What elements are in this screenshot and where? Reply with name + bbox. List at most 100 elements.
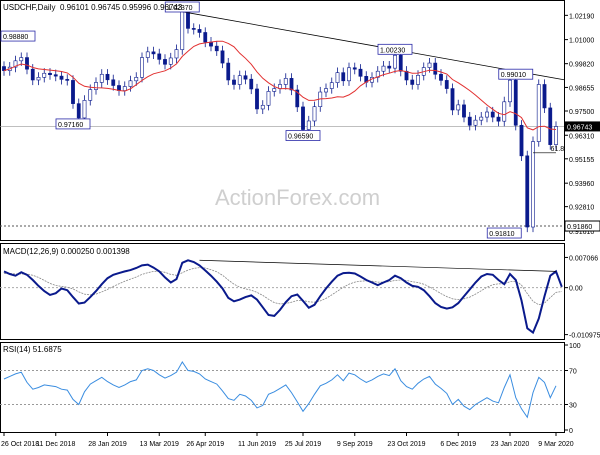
candle-body <box>151 51 156 55</box>
candle-body <box>393 55 397 69</box>
candle-body <box>554 126 558 145</box>
candle-body <box>122 86 127 91</box>
candle-body <box>485 111 489 118</box>
candle-body <box>94 82 98 90</box>
candle-body <box>387 65 392 69</box>
x-tick-label: 25 Jul 2019 <box>285 441 321 448</box>
macd-title: MACD(12,26,9) 0.000250 0.001398 <box>3 247 130 256</box>
candle-body <box>335 72 340 83</box>
candle-body <box>295 89 300 108</box>
candle-body <box>128 80 133 87</box>
candle-body <box>180 11 185 50</box>
candle-body <box>548 107 553 145</box>
candle-body <box>381 65 386 72</box>
last-price-label: 0.96743 <box>567 124 592 131</box>
candle-body <box>237 75 242 85</box>
candle-body <box>502 101 507 122</box>
candle-body <box>2 66 6 71</box>
price-y-tick-label: 0.92810 <box>569 205 594 212</box>
candle-body <box>214 45 219 52</box>
rsi-y-tick-label: 30 <box>569 403 577 410</box>
rsi-line <box>3 361 557 419</box>
price-y-tick-label: 1.02190 <box>569 13 594 20</box>
price-annotation-label: 0.96590 <box>288 134 313 141</box>
candle-body <box>13 60 18 68</box>
price-y-tick-label: 0.99820 <box>569 62 594 69</box>
candle-body <box>76 103 81 119</box>
macd-layer <box>0 259 564 335</box>
candle-body <box>255 88 259 110</box>
price-annotation-box <box>55 118 91 130</box>
candle-body <box>398 55 403 72</box>
macd-signal-line <box>4 267 562 306</box>
rsi-y-tick-label: 0 <box>569 428 573 435</box>
candle-body <box>191 28 196 30</box>
axis-layer: 1.02190 1.01000 0.99820 0.98655 0.97500 0.963… <box>1 13 600 448</box>
candle-body <box>25 57 29 70</box>
price-annotation-label: 1.00230 <box>380 47 405 54</box>
candle-body <box>140 57 144 78</box>
moving-average-line <box>3 40 557 131</box>
candle-body <box>542 84 547 109</box>
candle-body <box>82 100 87 119</box>
price-trendline <box>182 11 565 81</box>
candle-body <box>347 67 351 82</box>
rsi-y-tick-label: 100 <box>569 343 581 350</box>
price-annotation-box <box>164 1 200 13</box>
price-annotation-label: 0.99010 <box>501 72 526 79</box>
rsi-pane-frame <box>0 342 565 433</box>
macd-y-tick-label: 0.007066 <box>569 255 598 262</box>
candle-body <box>260 104 265 110</box>
candle-body <box>134 77 139 82</box>
candle-body <box>456 104 461 111</box>
candle-body <box>174 49 179 59</box>
support-level-label: 0.91860 <box>567 224 592 231</box>
price-annotation-label: 0.91810 <box>489 231 514 238</box>
x-tick-label: 13 Mar 2019 <box>140 441 179 448</box>
candle-body <box>358 68 363 77</box>
candle-body <box>508 79 512 103</box>
price-annotation-box <box>486 227 522 239</box>
price-annotation-box <box>498 68 534 80</box>
candle-body <box>513 79 518 126</box>
candle-body <box>519 124 524 157</box>
price-y-tick-label: 0.98655 <box>569 85 594 92</box>
x-tick-label: 28 Jan 2019 <box>88 441 127 448</box>
price-y-tick-label: 0.93960 <box>569 181 594 188</box>
price-y-tick-label: 1.01000 <box>569 38 594 45</box>
candle-body <box>352 67 357 70</box>
x-tick-label: 11 Dec 2018 <box>36 441 75 448</box>
price-annotation-box <box>285 130 321 141</box>
candle-body <box>71 80 75 104</box>
candle-body <box>59 75 64 80</box>
candle-body <box>157 53 162 60</box>
candle-body <box>30 68 35 81</box>
candle-body <box>232 79 236 85</box>
candle-body <box>197 29 202 33</box>
price-annotation-box <box>377 43 413 55</box>
last-price-box <box>565 121 600 132</box>
macd-y-tick-label: 0.00 <box>569 286 583 293</box>
candle-body <box>324 88 328 93</box>
candle-body <box>145 51 150 58</box>
candle-body <box>88 89 93 101</box>
macd-y-tick-label: -0.010975 <box>569 333 600 340</box>
candle-body <box>42 72 47 78</box>
price-y-tick-label: 0.91610 <box>569 229 594 236</box>
candle-body <box>439 73 443 81</box>
candle-body <box>496 116 501 122</box>
x-tick-label: 9 Mar 2020 <box>538 441 574 448</box>
price-y-tick-label: 0.96310 <box>569 133 594 140</box>
candle-body <box>283 78 288 85</box>
x-tick-label: 26 Oct 2018 <box>1 441 39 448</box>
price-annotation-label: 0.98880 <box>3 34 28 41</box>
chart-symbol-label: USDCHF,Daily <box>3 3 55 12</box>
x-tick-label: 26 Apr 2019 <box>186 441 224 448</box>
x-tick-label: 6 Dec 2019 <box>440 441 476 448</box>
candle-body <box>249 78 254 90</box>
candle-body <box>450 88 455 111</box>
chart-ohlc-label: 0.96101 0.96745 0.95996 0.96743 <box>60 3 183 12</box>
candle-body <box>163 59 167 65</box>
